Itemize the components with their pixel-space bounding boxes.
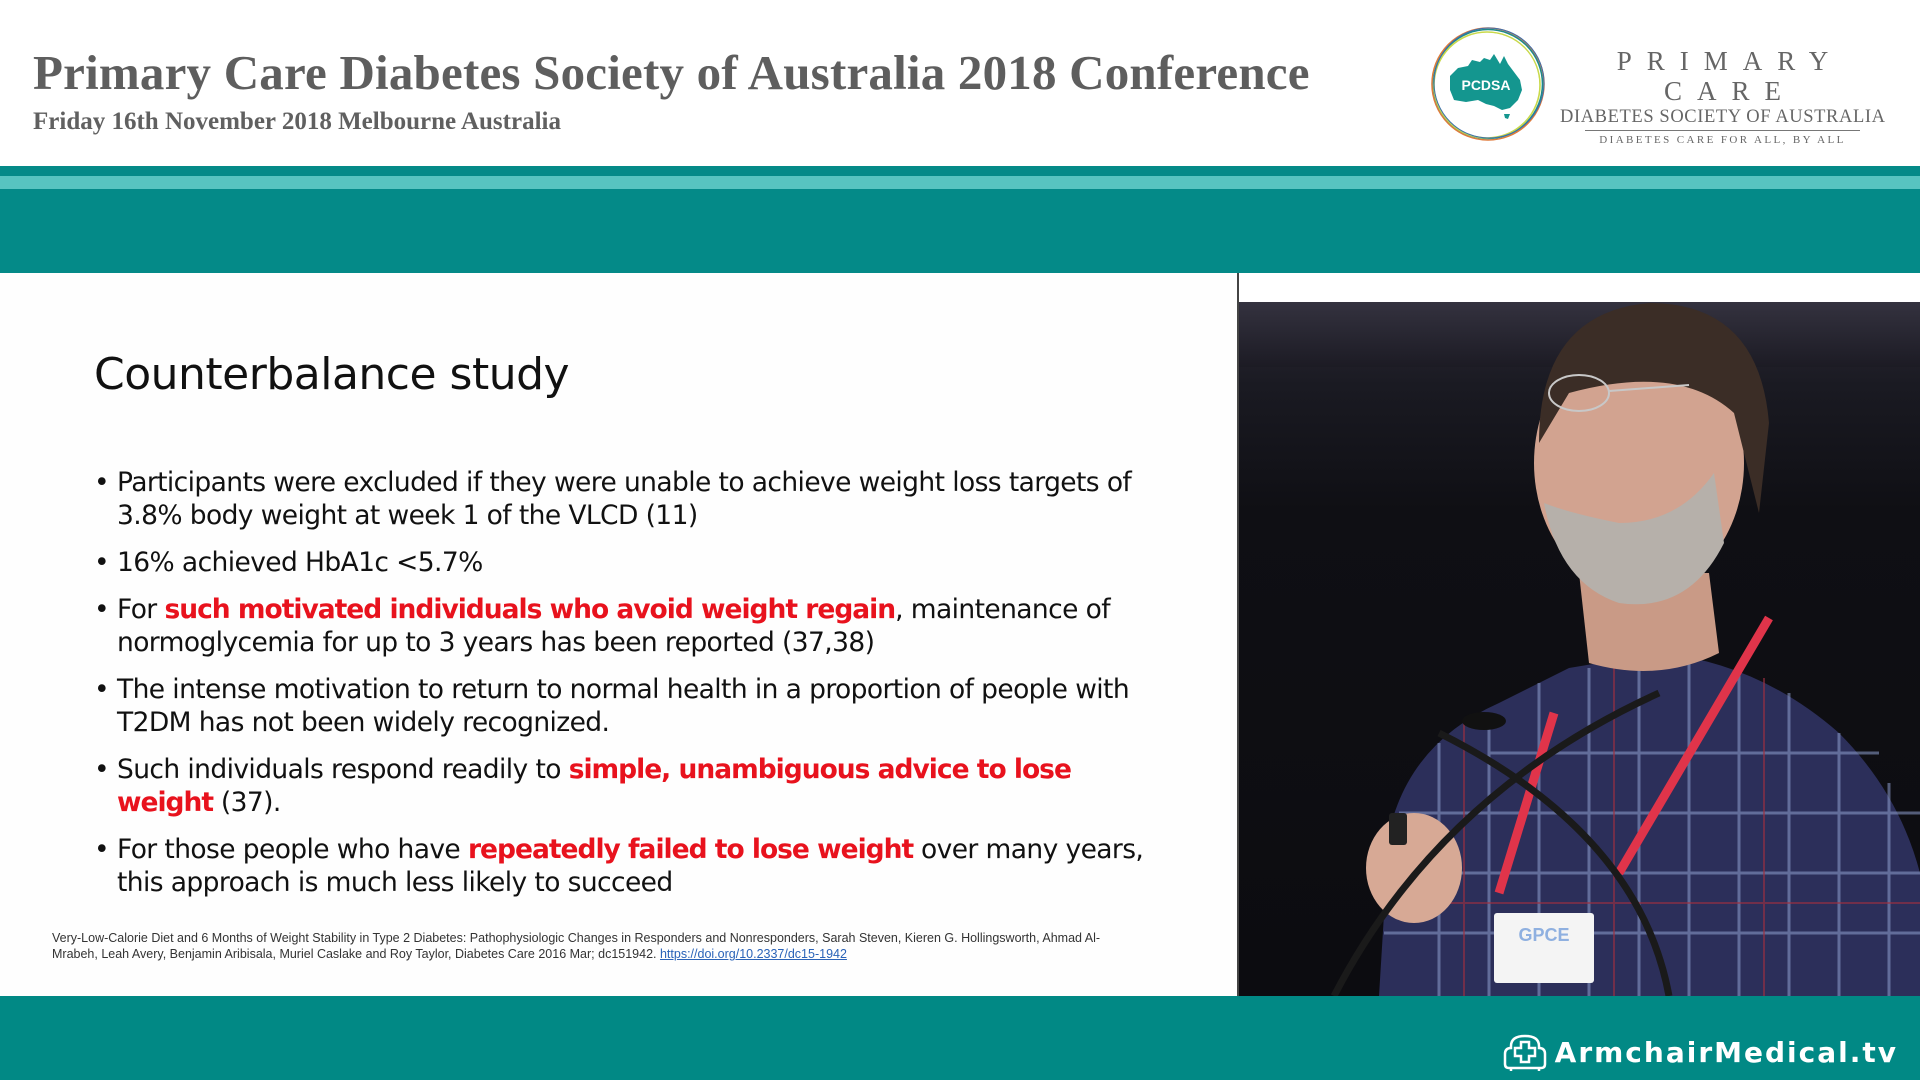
- pcdsa-logo-icon: PCDSA: [1431, 27, 1545, 141]
- bullet-dot-icon: •: [94, 594, 110, 625]
- bullet-text: Participants were excluded if they were …: [117, 467, 1132, 531]
- slide-bullet-list: • Participants were excluded if they were…: [94, 466, 1174, 913]
- bullet-highlight-text: simple, unambiguous advice to lose weigh…: [117, 754, 1072, 818]
- conference-subtitle: Friday 16th November 2018 Melbourne Aust…: [33, 108, 561, 135]
- bullet-dot-icon: •: [94, 467, 110, 498]
- slide-bullet: • The intense motivation to return to nor…: [94, 673, 1174, 739]
- bullet-highlight-text: repeatedly failed to lose weight: [467, 834, 914, 865]
- slide-bullet: • For such motivated individuals who avoi…: [94, 593, 1174, 659]
- conference-title: Primary Care Diabetes Society of Austral…: [33, 45, 1310, 100]
- bullet-dot-icon: •: [94, 754, 110, 785]
- bullet-text: , maintenance of normoglycemia for up to…: [117, 594, 1111, 658]
- speaker-video: GPCE: [1239, 273, 1920, 996]
- bullet-text: For those people who have: [117, 834, 468, 865]
- logo-wordmark: PRIMARY CARE DIABETES SOCIETY OF AUSTRAL…: [1560, 46, 1885, 146]
- armchairmedical-brand[interactable]: ArmchairMedical.tv: [1503, 1032, 1898, 1072]
- bullet-text: 16% achieved HbA1c <5.7%: [117, 547, 483, 578]
- logo-line-1: PRIMARY CARE: [1616, 46, 1844, 106]
- teal-banner: [0, 166, 1920, 273]
- slide-bullet: • Participants were excluded if they were…: [94, 466, 1174, 532]
- logo-tagline: DIABETES CARE FOR ALL, BY ALL: [1599, 134, 1846, 146]
- bullet-text: The intense motivation to return to norm…: [117, 674, 1130, 738]
- slide-bullet: • For those people who have repeatedly fa…: [94, 833, 1174, 899]
- footer-bar: ArmchairMedical.tv: [0, 996, 1920, 1080]
- logo-divider: [1585, 130, 1860, 131]
- brand-name: ArmchairMedical.tv: [1554, 1035, 1898, 1069]
- bullet-dot-icon: •: [94, 547, 110, 578]
- logo-line-2: DIABETES SOCIETY OF AUSTRALIA: [1560, 107, 1886, 127]
- bullet-text: For: [117, 594, 165, 625]
- slide-title: Counterbalance study: [94, 349, 570, 400]
- slide-bullet: • 16% achieved HbA1c <5.7%: [94, 546, 1174, 579]
- bullet-dot-icon: •: [94, 834, 110, 865]
- teal-banner-stripe: [0, 176, 1920, 189]
- conference-header: Primary Care Diabetes Society of Austral…: [0, 0, 1920, 166]
- speaker-figure-icon: GPCE: [1330, 303, 1920, 996]
- slide-video-divider: [1237, 273, 1239, 996]
- armchair-cross-icon: [1503, 1034, 1546, 1071]
- logo-badge-text: PCDSA: [1461, 77, 1510, 93]
- slide-footnote: Very-Low-Calorie Diet and 6 Months of We…: [52, 930, 1142, 962]
- footnote-citation: Very-Low-Calorie Diet and 6 Months of We…: [52, 931, 1101, 961]
- speaker-badge-text: GPCE: [1518, 925, 1569, 945]
- presentation-slide: Counterbalance study • Participants were …: [0, 273, 1237, 996]
- slide-bullet: • Such individuals respond readily to sim…: [94, 753, 1174, 819]
- bullet-text: over many years, this approach is much l…: [117, 834, 1144, 898]
- bullet-text: (37).: [213, 787, 281, 818]
- bullet-dot-icon: •: [94, 674, 110, 705]
- bullet-highlight-text: such motivated individuals who avoid wei…: [164, 594, 896, 625]
- bullet-text: Such individuals respond readily to: [117, 754, 569, 785]
- footnote-doi-link[interactable]: https://doi.org/10.2337/dc15-1942: [659, 947, 847, 961]
